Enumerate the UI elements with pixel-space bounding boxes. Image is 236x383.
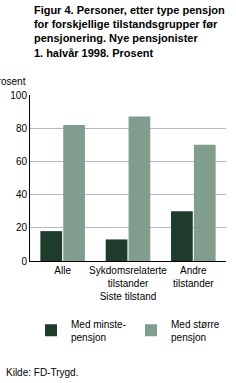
svg-text:40: 40	[16, 189, 28, 200]
svg-text:Alle: Alle	[54, 265, 71, 276]
svg-text:Siste tilstand: Siste tilstand	[100, 291, 157, 302]
svg-text:Med minste-pensjon: Med minste-pensjon	[71, 319, 126, 343]
svg-text:0: 0	[21, 256, 27, 267]
svg-text:Kilde: FD-Trygd.: Kilde: FD-Trygd.	[6, 367, 78, 378]
svg-text:Med størrepensjon: Med størrepensjon	[171, 319, 220, 343]
svg-text:Sykdomsrelatertetilstander: Sykdomsrelatertetilstander	[89, 265, 167, 289]
svg-text:Prosent: Prosent	[0, 76, 26, 87]
svg-text:Andretilstander: Andretilstander	[173, 265, 214, 289]
svg-text:Figur 4. Personer, etter type: Figur 4. Personer, etter type pensjonfor…	[34, 4, 225, 59]
svg-text:60: 60	[16, 156, 28, 167]
svg-text:100: 100	[10, 90, 27, 101]
svg-text:20: 20	[16, 222, 28, 233]
svg-text:80: 80	[16, 123, 28, 134]
